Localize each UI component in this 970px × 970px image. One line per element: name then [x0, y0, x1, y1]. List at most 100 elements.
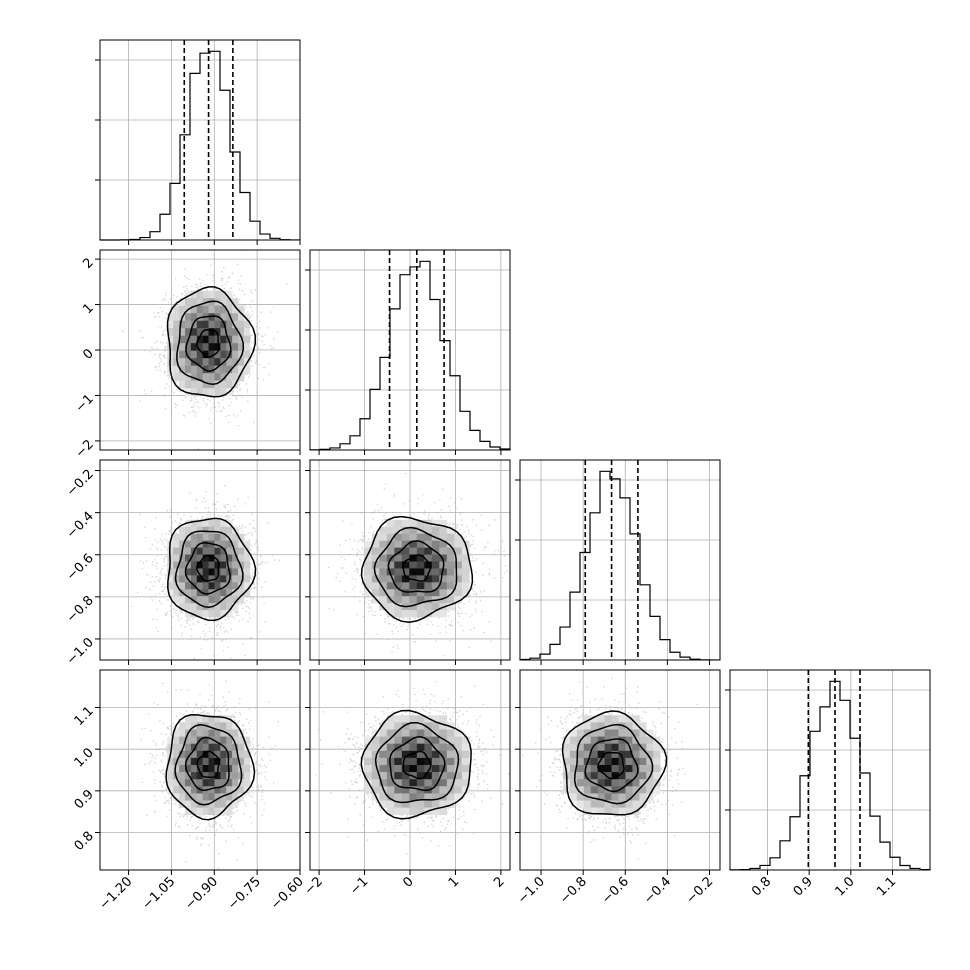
density-cell — [214, 779, 221, 787]
density-cell — [394, 729, 403, 737]
density-cell — [431, 786, 440, 794]
density-cell — [597, 807, 605, 816]
density-cell — [220, 290, 227, 299]
density-cell — [173, 365, 180, 374]
density-cell — [461, 765, 470, 773]
density-cell — [604, 772, 612, 780]
density-cell — [196, 320, 203, 329]
density-cell — [226, 313, 233, 321]
density-cell — [371, 786, 380, 794]
panel-content — [100, 460, 300, 660]
density-cell — [431, 772, 440, 780]
density-cell — [646, 779, 654, 787]
density-cell — [371, 568, 380, 576]
density-cell — [208, 519, 215, 528]
density-cell — [243, 328, 251, 336]
density-cell — [416, 765, 425, 773]
density-cell — [401, 561, 410, 569]
density-cell — [202, 380, 209, 389]
density-cell — [220, 533, 227, 541]
density-cell — [625, 715, 633, 723]
density-cell — [625, 729, 633, 737]
density-cell — [190, 526, 198, 534]
density-cell — [416, 800, 425, 808]
density-cell — [416, 596, 425, 604]
density-cell — [226, 750, 233, 759]
density-cell — [401, 772, 410, 780]
density-cell — [196, 290, 203, 299]
density-cell — [379, 765, 388, 773]
density-cell — [409, 715, 418, 723]
density-cell — [214, 722, 221, 730]
density-cell — [416, 533, 425, 541]
density-cell — [185, 561, 192, 569]
density-cell — [185, 750, 192, 759]
density-cell — [409, 743, 418, 752]
density-cell — [220, 313, 227, 321]
density-cell — [208, 715, 215, 723]
density-cell — [208, 575, 215, 583]
density-cell — [454, 596, 463, 604]
density-cell — [208, 358, 215, 366]
contour-line — [389, 736, 446, 792]
density-cell — [226, 380, 233, 389]
density-cell — [202, 388, 209, 396]
density-cell — [394, 772, 403, 780]
density-cell — [446, 568, 455, 576]
density-cell — [208, 779, 215, 787]
y-tick-label: 1.1 — [72, 704, 97, 729]
density-cell — [646, 729, 654, 737]
density-cell — [238, 305, 245, 314]
density-cell — [409, 526, 418, 534]
density-cell — [226, 335, 233, 344]
density-cell — [202, 350, 209, 359]
density-cell — [597, 786, 605, 794]
density-cell — [214, 568, 221, 576]
density-cell — [202, 596, 209, 604]
density-cell — [220, 743, 227, 752]
density-cell — [214, 736, 221, 744]
density-cell — [196, 519, 203, 528]
density-cell — [590, 786, 598, 794]
density-cell — [416, 722, 425, 730]
density-cell — [226, 582, 233, 590]
density-cell — [431, 519, 440, 528]
density-cell — [208, 335, 215, 344]
density-cell — [446, 575, 455, 583]
density-cell — [179, 582, 186, 590]
density-cell — [238, 554, 245, 562]
density-cell — [208, 793, 215, 801]
density-cell — [220, 729, 227, 737]
density-cell — [576, 786, 585, 794]
density-cell — [232, 561, 239, 569]
density-cell — [220, 380, 227, 389]
density-cell — [394, 800, 403, 808]
density-cell — [214, 786, 221, 794]
contour-line — [184, 542, 231, 595]
density-cell — [431, 554, 440, 562]
x-tick-label: −0.6 — [599, 874, 632, 907]
density-cell — [632, 750, 640, 759]
density-cell — [238, 320, 245, 329]
density-cell — [220, 526, 227, 534]
density-cell — [226, 779, 233, 787]
density-cell — [439, 547, 448, 555]
density-cell — [226, 596, 233, 604]
density-cell — [220, 320, 227, 329]
density-cell — [583, 772, 592, 780]
density-cell — [179, 722, 186, 730]
histogram-panel-2 — [305, 249, 511, 455]
density-cell — [226, 729, 233, 737]
density-cell — [454, 786, 463, 794]
density-cell — [196, 575, 203, 583]
density-cell — [185, 786, 192, 794]
density-cell — [167, 786, 174, 794]
density-cell — [214, 575, 221, 583]
density-cell — [439, 540, 448, 548]
density-cell — [232, 736, 239, 744]
density-cell — [394, 736, 403, 744]
scatter-panel-4-1: −1.20 −1.05 −0.90 −0.75 −0.60 0.8 0.9 1.0 1.1 — [72, 669, 307, 913]
x-tick-label: −2 — [302, 874, 326, 898]
density-cell — [364, 765, 373, 773]
density-cell — [454, 547, 463, 555]
